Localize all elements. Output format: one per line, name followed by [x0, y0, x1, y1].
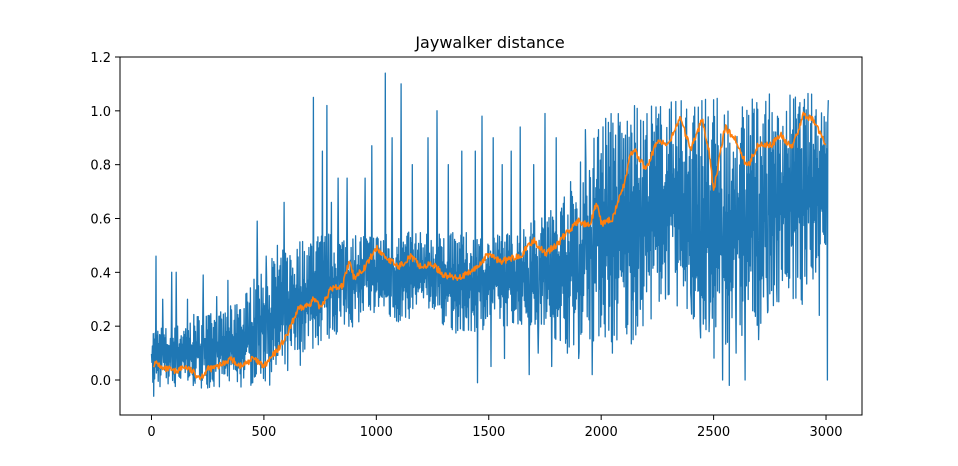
y-tick-label: 0.4: [90, 266, 111, 281]
x-tick-label: 0: [147, 425, 155, 440]
series-layer: [150, 72, 829, 397]
x-tick-label: 2000: [585, 425, 618, 440]
y-tick-label: 1.2: [90, 51, 111, 66]
y-tick-label: 0.0: [90, 374, 111, 389]
y-axis: 0.0 0.2 0.4 0.6 0.8 1.0 1.2: [90, 51, 120, 389]
x-axis: 0 500 1000 1500 2000 2500 3000: [147, 415, 843, 440]
y-tick-label: 0.8: [90, 159, 111, 174]
x-tick-label: 1500: [472, 425, 505, 440]
y-tick-label: 0.2: [90, 320, 111, 335]
series-line-raw: [150, 72, 829, 397]
x-tick-label: 3000: [809, 425, 842, 440]
axes-frame: [119, 56, 863, 416]
y-tick-label: 0.6: [90, 213, 111, 228]
y-tick-label: 1.0: [90, 105, 111, 120]
x-tick-label: 2500: [697, 425, 730, 440]
chart-title: Jaywalker distance: [414, 33, 564, 52]
series-line-smoothed: [152, 111, 827, 381]
plot-area: [119, 56, 863, 416]
x-tick-label: 500: [251, 425, 276, 440]
x-tick-label: 1000: [360, 425, 393, 440]
